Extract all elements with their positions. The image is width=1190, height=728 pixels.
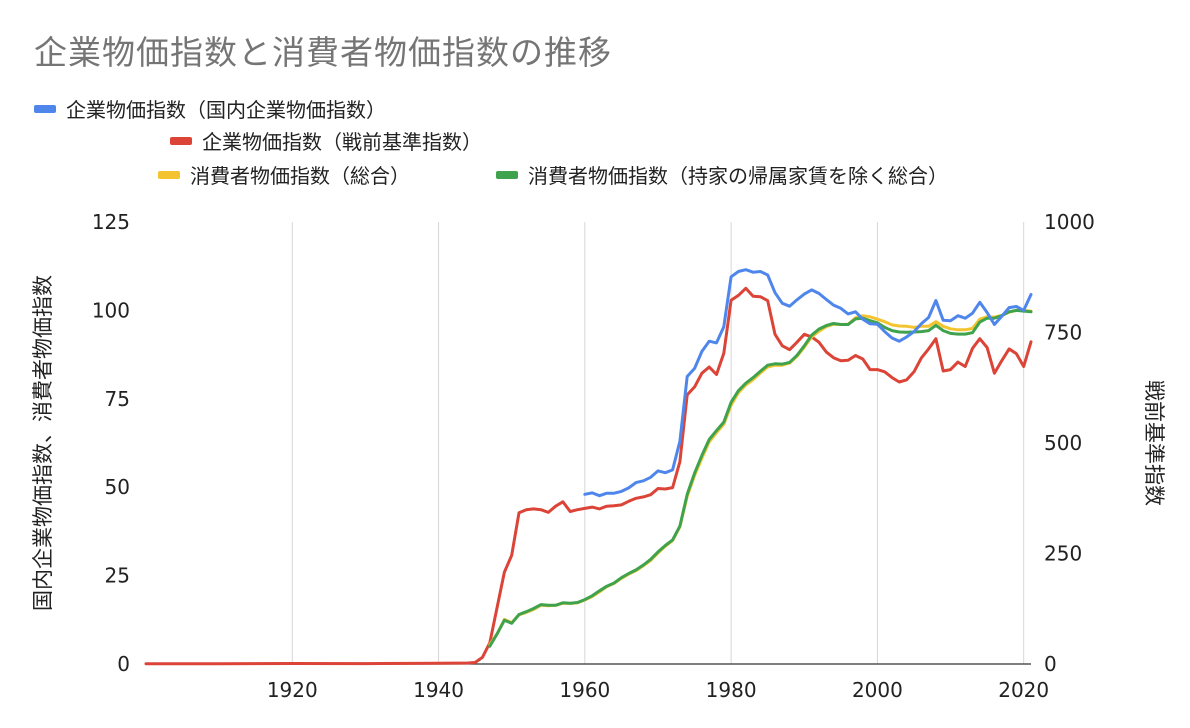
y-left-tick-label-75: 75 bbox=[105, 387, 130, 411]
legend-label: 企業物価指数（国内企業物価指数） bbox=[66, 98, 386, 122]
y-left-tick-label-125: 125 bbox=[92, 210, 130, 234]
x-tick-label-1940: 1940 bbox=[413, 678, 464, 702]
x-tick-label-2020: 2020 bbox=[998, 678, 1049, 702]
legend-item-prewar-cgpi[interactable]: 企業物価指数（戦前基準指数） bbox=[170, 126, 482, 155]
x-tick-label-1960: 1960 bbox=[559, 678, 610, 702]
y-right-tick-label-250: 250 bbox=[1044, 542, 1082, 566]
legend-swatch-icon bbox=[158, 170, 180, 179]
chart-title: 企業物価指数と消費者物価指数の推移 bbox=[34, 33, 612, 72]
legend-label: 消費者物価指数（総合） bbox=[190, 164, 410, 188]
series-line-2 bbox=[488, 308, 1033, 647]
y-right-tick-label-500: 500 bbox=[1044, 431, 1082, 455]
legend-item-domestic-cgpi[interactable]: 企業物価指数（国内企業物価指数） bbox=[34, 94, 386, 123]
y-right-tick-label-750: 750 bbox=[1044, 321, 1082, 345]
y-left-tick-label-0: 0 bbox=[117, 652, 130, 676]
y-left-tick-label-25: 25 bbox=[105, 564, 130, 588]
y-left-tick-label-50: 50 bbox=[105, 475, 130, 499]
series-line-1 bbox=[144, 286, 1033, 666]
y-left-tick-label-100: 100 bbox=[92, 298, 130, 322]
y-right-tick-label-0: 0 bbox=[1044, 652, 1057, 676]
legend-label: 企業物価指数（戦前基準指数） bbox=[202, 130, 482, 154]
series-line-0 bbox=[583, 268, 1033, 498]
y-right-tick-label-1000: 1000 bbox=[1044, 210, 1095, 234]
y-left-axis-title: 国内企業物価指数、消費者物価指数 bbox=[31, 275, 55, 611]
legend-swatch-icon bbox=[34, 104, 56, 113]
series-line-3 bbox=[488, 308, 1033, 648]
x-tick-label-1920: 1920 bbox=[267, 678, 318, 702]
y-right-axis-title: 戦前基準指数 bbox=[1142, 380, 1166, 506]
x-tick-label-1980: 1980 bbox=[706, 678, 757, 702]
legend-item-cpi-excl-rent[interactable]: 消費者物価指数（持家の帰属家賃を除く総合） bbox=[496, 160, 948, 189]
legend-swatch-icon bbox=[170, 136, 192, 145]
legend-swatch-icon bbox=[496, 170, 518, 179]
x-tick-label-2000: 2000 bbox=[852, 678, 903, 702]
legend-item-cpi-all[interactable]: 消費者物価指数（総合） bbox=[158, 160, 410, 189]
legend-label: 消費者物価指数（持家の帰属家賃を除く総合） bbox=[528, 164, 948, 188]
